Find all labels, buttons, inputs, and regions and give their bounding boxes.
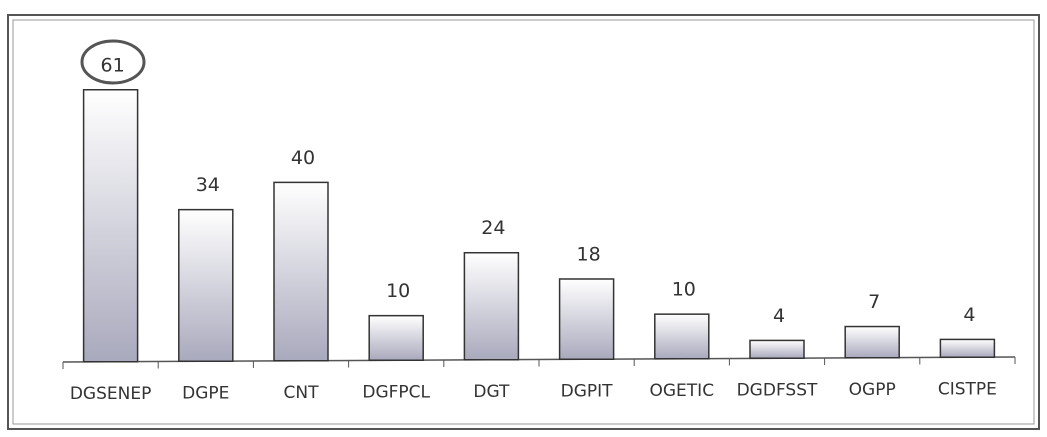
- bar: [749, 339, 805, 360]
- value-label: 4: [773, 305, 785, 327]
- x-tick-label: DGFPCL: [362, 382, 430, 402]
- bar: [654, 313, 710, 360]
- x-tick-label: OGETIC: [650, 381, 715, 401]
- value-label: 24: [481, 217, 505, 239]
- bar: [368, 314, 424, 362]
- bar: [558, 278, 615, 360]
- x-tick-label: DGPE: [182, 383, 229, 403]
- value-label: 4: [963, 304, 975, 326]
- value-label: 18: [577, 243, 601, 265]
- x-tick-label: DGPIT: [561, 381, 614, 401]
- x-tick-label: DGT: [473, 382, 510, 402]
- bar: [463, 251, 520, 361]
- bar: [844, 325, 900, 359]
- bar: [273, 181, 329, 362]
- x-tick-label: DGSENEP: [70, 384, 152, 404]
- value-label: 10: [672, 279, 696, 301]
- x-tick-label: OGPP: [849, 380, 896, 400]
- x-tick-label: CISTPE: [938, 379, 997, 399]
- frame-inner: [12, 19, 1035, 425]
- value-label: 61: [101, 54, 125, 76]
- value-label: 34: [196, 174, 220, 196]
- value-label: 7: [868, 291, 880, 313]
- x-tick-label: CNT: [284, 383, 320, 403]
- value-label: 10: [386, 280, 410, 302]
- bar: [178, 208, 234, 362]
- value-label: 40: [291, 147, 315, 169]
- bar: [82, 89, 139, 363]
- bar: [939, 338, 996, 359]
- frame: [7, 14, 1040, 430]
- highlight-circle: [80, 39, 146, 85]
- x-tick-label: DGDFSST: [737, 380, 818, 400]
